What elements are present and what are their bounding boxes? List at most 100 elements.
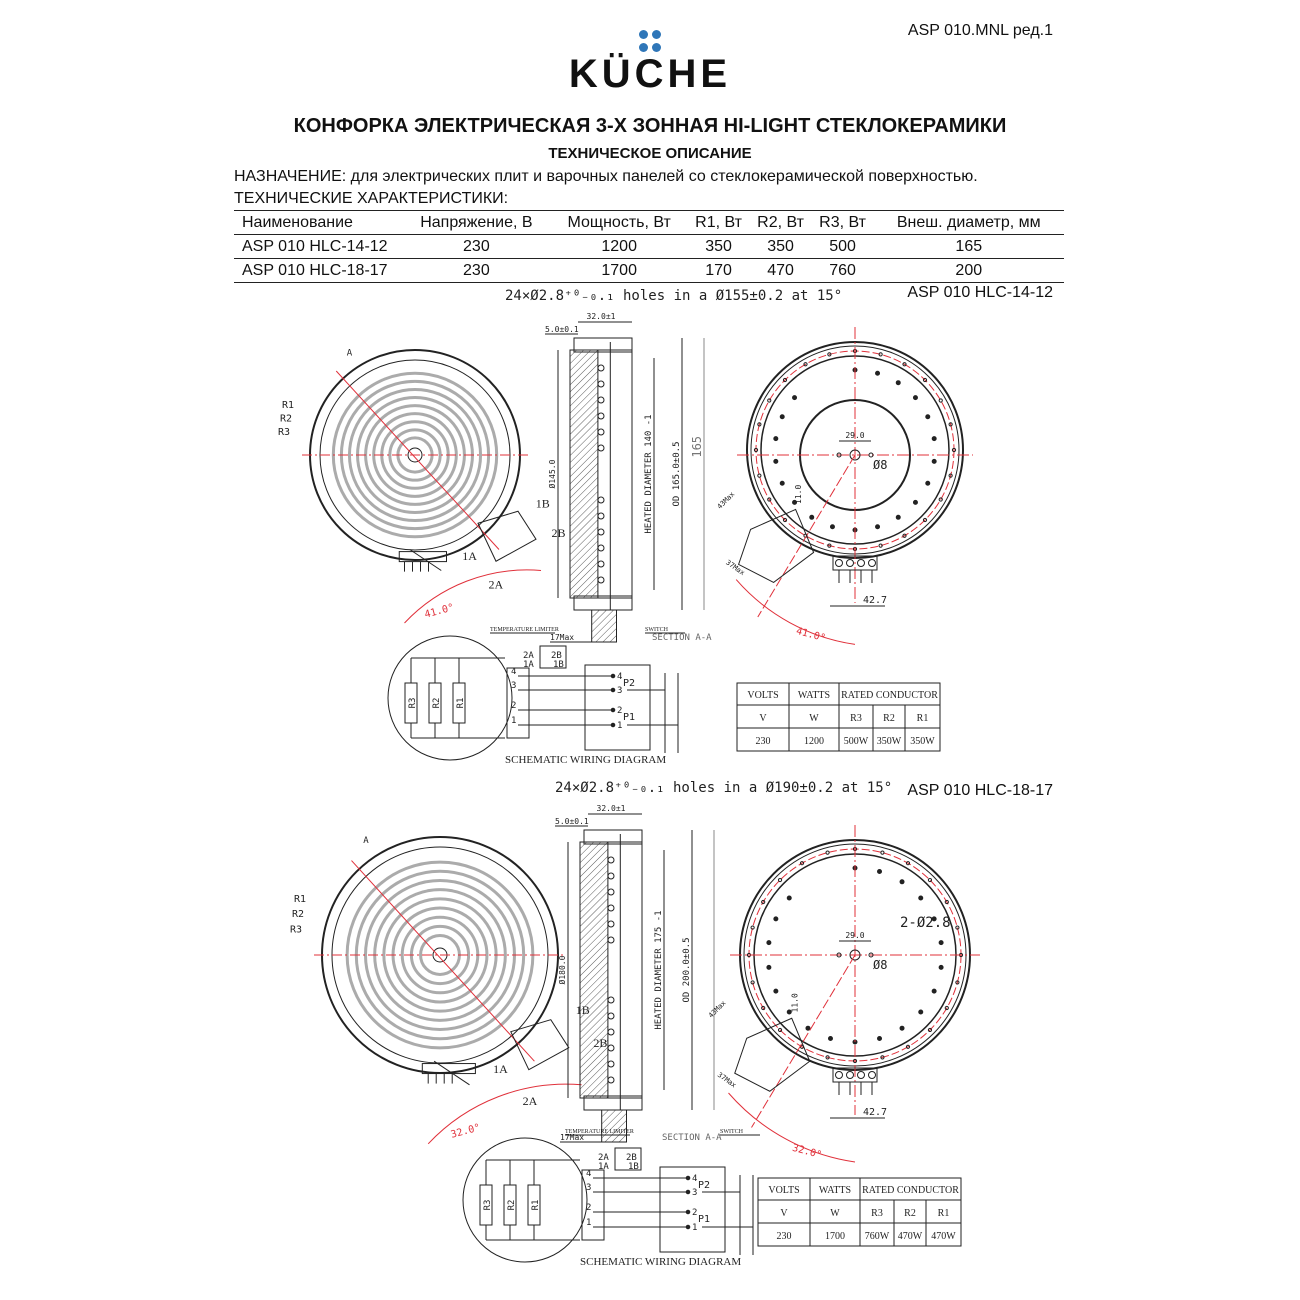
- switch-pin: [685, 1209, 691, 1215]
- mounting-hole: [922, 517, 928, 523]
- terminal-2a: 2A: [489, 577, 504, 591]
- switch-pin-label: 4: [617, 672, 622, 682]
- mounting-hole: [880, 850, 885, 855]
- section-line: [335, 370, 500, 550]
- logo-dots-icon: [639, 30, 661, 52]
- terminal-1a: 1A: [462, 549, 477, 563]
- mounting-hole: [922, 377, 928, 383]
- scale-mark: [809, 514, 815, 520]
- rating-value-volts: 230: [777, 1231, 792, 1242]
- coil-section: [607, 1012, 615, 1020]
- scale-mark: [931, 916, 937, 922]
- cell: ASP 010 HLC-18-17: [242, 261, 388, 279]
- rear-terminal-block: [832, 555, 878, 571]
- side-hole: [868, 452, 874, 458]
- dim-height-label: 32.0±1: [597, 804, 626, 813]
- cell: 230: [463, 261, 490, 279]
- dim-spacing-label: 29.0: [845, 931, 864, 940]
- angle-arc: [427, 1083, 582, 1145]
- scale-mark: [792, 499, 798, 505]
- rating-unit-r2: R2: [904, 1208, 916, 1219]
- burner-outline: [387, 635, 513, 761]
- section-connector: [591, 609, 618, 643]
- terminal-strip: [506, 667, 530, 739]
- switch-label: SWITCH: [645, 627, 669, 633]
- cell: 470: [767, 261, 794, 279]
- switch-box: [584, 664, 651, 751]
- scale-mark: [805, 1025, 811, 1031]
- mounting-hole: [955, 925, 960, 930]
- rating-value-r2w: 350W: [877, 736, 902, 747]
- logo-wordmark: KÜCHE: [568, 52, 732, 96]
- terminal-screw: [835, 1071, 843, 1079]
- rating-unit-w: W: [809, 713, 819, 724]
- rear-angle-arc: [728, 1092, 856, 1163]
- dim-max-depth-label: 17Max: [560, 1133, 584, 1142]
- dim-max1-label: 43Max: [707, 999, 728, 1020]
- terminal-2a: 2A: [523, 1094, 538, 1108]
- col-r2: R2, Вт: [757, 213, 804, 231]
- section-view: 32.0±1 5.0±0.1 Ø145.0 HEATED DIAMETER 140 -…: [545, 312, 712, 643]
- center-hole-label: Ø8: [873, 958, 887, 972]
- coil-section: [607, 996, 615, 1004]
- coil-label-r1: R1: [294, 894, 306, 905]
- rating-value-watts: 1700: [825, 1231, 845, 1242]
- dim-max2-label: 37Max: [724, 558, 746, 577]
- scale-mark: [773, 988, 779, 994]
- mounting-hole: [878, 352, 883, 357]
- mounting-hole: [753, 447, 759, 453]
- drawing-panel-2: 24×Ø2.8⁺⁰₋₀.₁ holes in a Ø190±0.2 at 15°…: [290, 780, 980, 1268]
- temperature-limiter-box: [614, 1147, 642, 1171]
- dim-inner-dia-label: Ø180.0: [557, 955, 567, 984]
- limiter-axis: [751, 954, 856, 1128]
- specs-heading: ТЕХНИЧЕСКИЕ ХАРАКТЕРИСТИКИ:: [234, 190, 509, 207]
- coil-label-r1: R1: [282, 400, 294, 411]
- rating-volts-header: VOLTS: [747, 690, 778, 701]
- scale-mark: [899, 879, 905, 885]
- rating-unit-v: V: [759, 713, 767, 724]
- temperature-limiter-box: [539, 645, 567, 669]
- mounting-hole: [757, 473, 762, 478]
- strip-pin-label: 3: [511, 681, 516, 691]
- cell: 170: [705, 261, 732, 279]
- scale-mark: [773, 436, 779, 442]
- cell: 200: [955, 261, 983, 279]
- rear-view: 29.0 Ø8 11.0 43Max 37Max 42.7 41.0°: [716, 327, 973, 645]
- spec-table-header: Наименование Напряжение, В Мощность, Вт …: [234, 210, 1064, 235]
- resistor-r2-label: R2: [432, 698, 442, 709]
- side-hole: [836, 952, 842, 958]
- limiter-2a: 2A: [523, 651, 534, 661]
- model-label-1: ASP 010 HLC-14-12: [907, 284, 1053, 301]
- limiter-1a: 1A: [598, 1162, 609, 1172]
- switch-pin-label: 4: [692, 1174, 697, 1184]
- cell: 1700: [601, 261, 637, 279]
- insulation-hatch: [579, 841, 609, 1099]
- switch-pin-label: 1: [617, 721, 622, 731]
- limiter-2b: 2B: [551, 651, 562, 661]
- switch-pin: [685, 1224, 691, 1230]
- switch-pin: [610, 707, 616, 713]
- mounting-hole: [767, 497, 772, 502]
- heating-coil-ring: [388, 428, 442, 482]
- coil-section: [607, 1060, 615, 1068]
- page-subtitle: ТЕХНИЧЕСКОЕ ОПИСАНИЕ: [548, 145, 752, 162]
- rating-value-r3w: 500W: [844, 736, 869, 747]
- scale-mark: [925, 414, 931, 420]
- scale-mark: [773, 458, 779, 464]
- mounting-hole: [777, 877, 783, 883]
- limiter-label: TEMPERATURE LIMITER: [490, 627, 559, 633]
- mounting-hole: [761, 899, 766, 905]
- center-sensor: [407, 447, 423, 463]
- limiter-label: TEMPERATURE LIMITER: [565, 1129, 634, 1135]
- terminal-strip: [581, 1169, 605, 1241]
- scale-mark: [792, 395, 798, 401]
- coil-section: [607, 888, 615, 896]
- rear-angle-label: 32.0°: [791, 1143, 823, 1161]
- col-name: Наименование: [242, 213, 353, 231]
- spec-table: Наименование Напряжение, В Мощность, Вт …: [234, 210, 1064, 283]
- scale-mark: [931, 988, 937, 994]
- mounting-hole: [827, 543, 832, 548]
- mounting-hole: [905, 1044, 911, 1049]
